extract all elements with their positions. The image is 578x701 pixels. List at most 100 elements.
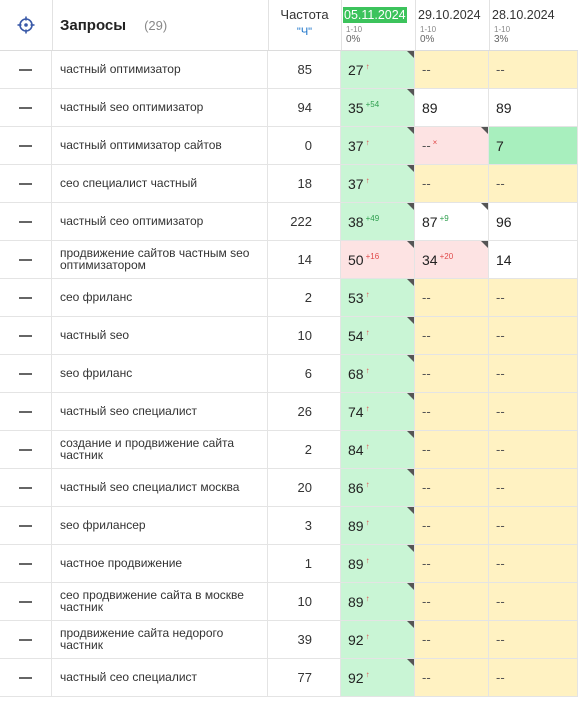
query-text[interactable]: продвижение сайта недорого частник: [52, 621, 268, 658]
query-text[interactable]: сео специалист частный: [52, 165, 268, 202]
position-cell[interactable]: --: [415, 317, 489, 354]
table-header: Запросы (29) Частота "Ч" 05.11.2024 1-10 0…: [0, 0, 578, 51]
position-cell[interactable]: --: [489, 355, 578, 392]
query-text[interactable]: частный оптимизатор: [52, 51, 268, 88]
minus-icon[interactable]: [0, 165, 52, 202]
query-text[interactable]: частный сео специалист: [52, 659, 268, 696]
minus-icon[interactable]: [0, 659, 52, 696]
query-text[interactable]: частный оптимизатор сайтов: [52, 127, 268, 164]
position-cell[interactable]: --: [415, 279, 489, 316]
position-cell[interactable]: 92 ↑: [341, 621, 415, 658]
position-cell[interactable]: 87 +9: [415, 203, 489, 240]
position-cell[interactable]: 50 +16: [341, 241, 415, 278]
position-cell[interactable]: --: [415, 431, 489, 468]
position-cell[interactable]: --: [489, 659, 578, 696]
position-cell[interactable]: 37 ↑: [341, 127, 415, 164]
query-text[interactable]: сео продвижение сайта в москве частник: [52, 583, 268, 620]
minus-icon[interactable]: [0, 507, 52, 544]
position-change: ×: [432, 138, 438, 147]
position-cell[interactable]: --: [489, 165, 578, 202]
position-cell[interactable]: 86 ↑: [341, 469, 415, 506]
query-text[interactable]: частное продвижение: [52, 545, 268, 582]
minus-icon[interactable]: [0, 355, 52, 392]
position-cell[interactable]: --: [489, 51, 578, 88]
minus-icon[interactable]: [0, 241, 52, 278]
query-text[interactable]: частный seo специалист: [52, 393, 268, 430]
minus-icon[interactable]: [0, 431, 52, 468]
position-cell[interactable]: 54 ↑: [341, 317, 415, 354]
position-cell[interactable]: 89 ↑: [341, 583, 415, 620]
position-cell[interactable]: --: [415, 393, 489, 430]
position-cell[interactable]: 38 +49: [341, 203, 415, 240]
date-column-header[interactable]: 29.10.2024 1-10 0%: [415, 0, 490, 50]
frequency-value: 26: [268, 393, 341, 430]
minus-icon[interactable]: [0, 621, 52, 658]
position-cell[interactable]: --: [415, 507, 489, 544]
position-cell[interactable]: 7: [489, 127, 578, 164]
position-cell[interactable]: --: [415, 165, 489, 202]
position-cell[interactable]: 89 ↑: [341, 507, 415, 544]
query-text[interactable]: создание и продвижение сайта частник: [52, 431, 268, 468]
position-cell[interactable]: --: [415, 355, 489, 392]
position-cell[interactable]: 92 ↑: [341, 659, 415, 696]
position-cell[interactable]: --: [489, 545, 578, 582]
position-cell[interactable]: --: [489, 583, 578, 620]
position-cell[interactable]: 84 ↑: [341, 431, 415, 468]
position-cell[interactable]: 53 ↑: [341, 279, 415, 316]
minus-icon[interactable]: [0, 317, 52, 354]
query-text[interactable]: seo фрилансер: [52, 507, 268, 544]
position-cell[interactable]: 74 ↑: [341, 393, 415, 430]
position-cell[interactable]: --: [489, 469, 578, 506]
query-text[interactable]: частный сео оптимизатор: [52, 203, 268, 240]
date-column-header[interactable]: 28.10.2024 1-10 3%: [489, 0, 578, 50]
position-cell[interactable]: --: [415, 583, 489, 620]
position-cell[interactable]: --: [415, 545, 489, 582]
date-column-header[interactable]: 05.11.2024 1-10 0%: [341, 0, 416, 50]
position-cell[interactable]: --: [489, 431, 578, 468]
frequency-header[interactable]: Частота "Ч": [268, 0, 342, 50]
query-text[interactable]: частный seo специалист москва: [52, 469, 268, 506]
query-text[interactable]: продвижение сайтов частным seo оптимизат…: [52, 241, 268, 278]
minus-icon[interactable]: [0, 51, 52, 88]
minus-icon[interactable]: [0, 545, 52, 582]
table-row: продвижение сайта недорого частник 39 92 ↑ -…: [0, 621, 578, 659]
position-cell[interactable]: --: [489, 279, 578, 316]
position-cell[interactable]: 14: [489, 241, 578, 278]
position-cell[interactable]: 89: [415, 89, 489, 126]
position-value: 37: [348, 175, 364, 192]
position-cell[interactable]: 89: [489, 89, 578, 126]
position-cell[interactable]: 27 ↑: [341, 51, 415, 88]
minus-icon[interactable]: [0, 279, 52, 316]
position-cell[interactable]: --: [415, 51, 489, 88]
position-change: ↑: [365, 670, 370, 679]
minus-icon[interactable]: [0, 203, 52, 240]
minus-icon[interactable]: [0, 89, 52, 126]
position-cell[interactable]: 35 +54: [341, 89, 415, 126]
query-text[interactable]: сео фриланс: [52, 279, 268, 316]
query-text[interactable]: частный seo оптимизатор: [52, 89, 268, 126]
position-cell[interactable]: 37 ↑: [341, 165, 415, 202]
queries-count: (29): [144, 17, 168, 33]
queries-header[interactable]: Запросы (29): [52, 0, 269, 50]
position-cell[interactable]: --: [489, 393, 578, 430]
position-cell[interactable]: -- ×: [415, 127, 489, 164]
query-text[interactable]: seo фриланс: [52, 355, 268, 392]
position-cell[interactable]: 34 +20: [415, 241, 489, 278]
minus-icon[interactable]: [0, 127, 52, 164]
position-value: 92: [348, 669, 364, 686]
minus-icon[interactable]: [0, 469, 52, 506]
position-cell[interactable]: 96: [489, 203, 578, 240]
position-cell[interactable]: --: [415, 659, 489, 696]
position-cell[interactable]: --: [415, 469, 489, 506]
position-cell[interactable]: --: [415, 621, 489, 658]
position-cell[interactable]: --: [489, 621, 578, 658]
position-cell[interactable]: 68 ↑: [341, 355, 415, 392]
query-text[interactable]: частный seo: [52, 317, 268, 354]
position-cell[interactable]: 89 ↑: [341, 545, 415, 582]
position-cell[interactable]: --: [489, 507, 578, 544]
position-cell[interactable]: --: [489, 317, 578, 354]
minus-icon[interactable]: [0, 583, 52, 620]
crosshair-icon[interactable]: [0, 0, 53, 50]
frequency-type[interactable]: "Ч": [296, 26, 313, 38]
minus-icon[interactable]: [0, 393, 52, 430]
